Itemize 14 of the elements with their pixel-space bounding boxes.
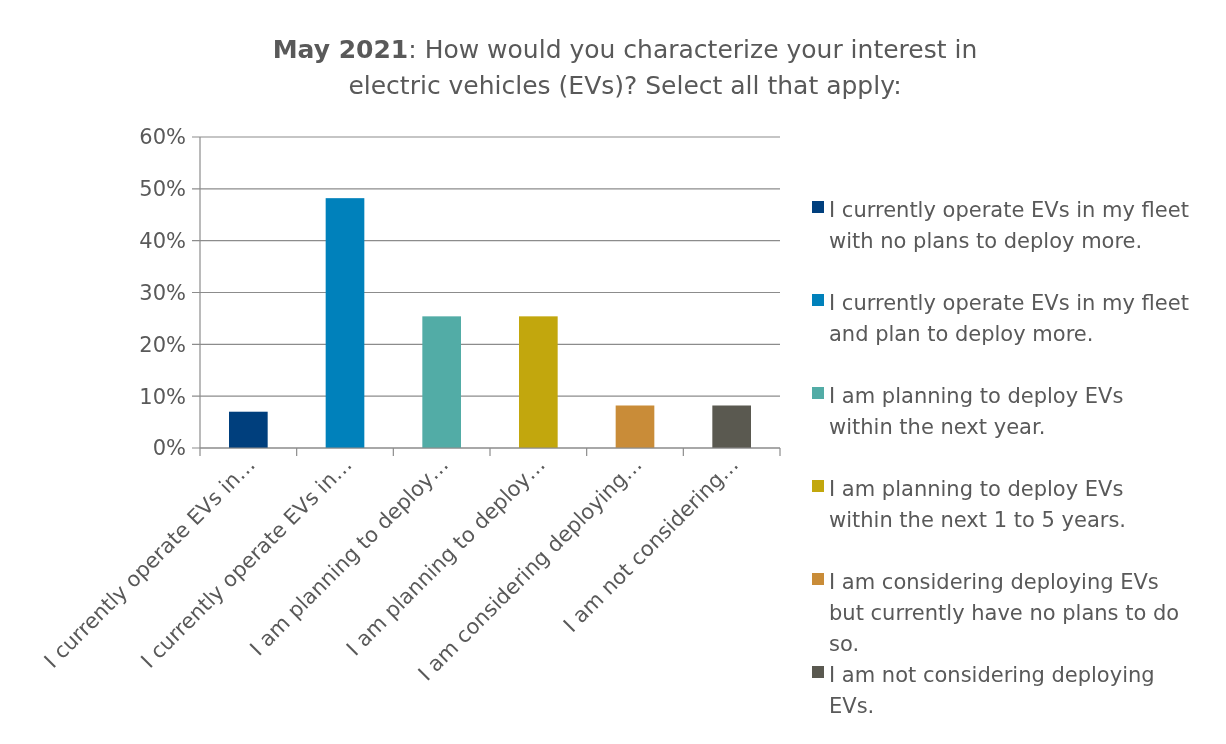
- legend-label: I currently operate EVs in my fleet and plan to deploy more.: [829, 291, 1189, 347]
- y-tick-label: 20%: [139, 332, 186, 357]
- y-tick-label: 60%: [139, 125, 186, 150]
- legend-label: I am planning to deploy EVs within the next 1 to 5 years.: [829, 477, 1127, 533]
- y-tick-label: 50%: [139, 177, 186, 202]
- legend-label: I am planning to deploy EVs within the next year.: [829, 384, 1124, 440]
- legend-label: I currently operate EVs in my fleet with no plans to deploy more.: [829, 198, 1189, 254]
- chart-title: May 2021: How would you characterize your interest in electric vehicles (EVs)? Select all that apply:: [272, 35, 978, 100]
- y-tick-label: 40%: [139, 229, 186, 254]
- y-tick-label: 30%: [139, 280, 186, 305]
- legend-label: I am not considering deploying EVs.: [829, 663, 1155, 719]
- y-tick-label: 0%: [152, 436, 186, 461]
- y-tick-label: 10%: [139, 384, 186, 409]
- legend-label: I am considering deploying EVs but currently have no plans to do so.: [829, 570, 1180, 657]
